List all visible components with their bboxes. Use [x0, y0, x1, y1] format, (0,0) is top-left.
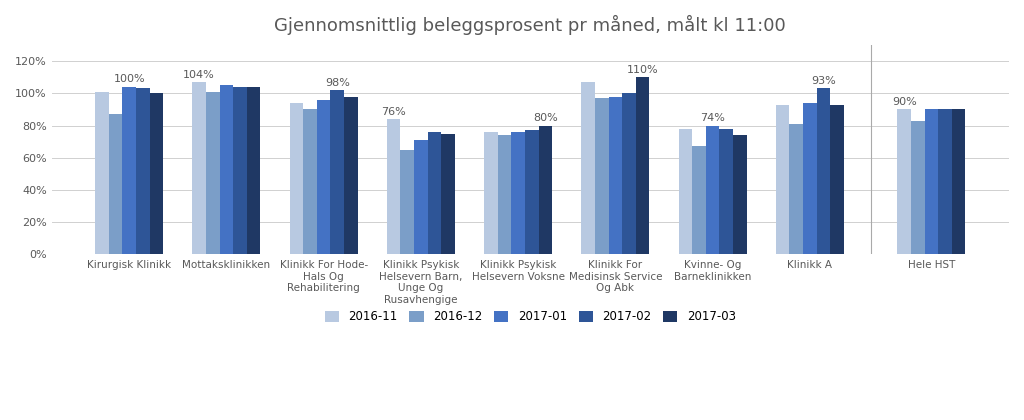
- Bar: [595, 98, 608, 255]
- Bar: [95, 92, 109, 255]
- Bar: [582, 82, 595, 255]
- Text: 110%: 110%: [627, 65, 658, 75]
- Bar: [897, 110, 911, 255]
- Bar: [193, 82, 206, 255]
- Bar: [150, 93, 163, 255]
- Bar: [803, 103, 817, 255]
- Bar: [484, 132, 498, 255]
- Bar: [344, 97, 357, 255]
- Bar: [316, 100, 331, 255]
- Bar: [400, 150, 414, 255]
- Text: 98%: 98%: [325, 78, 350, 88]
- Text: 74%: 74%: [700, 113, 725, 123]
- Legend: 2016-11, 2016-12, 2017-01, 2017-02, 2017-03: 2016-11, 2016-12, 2017-01, 2017-02, 2017…: [321, 306, 740, 328]
- Title: Gjennomsnittlig beleggsprosent pr måned, målt kl 11:00: Gjennomsnittlig beleggsprosent pr måned,…: [274, 15, 786, 35]
- Text: 100%: 100%: [114, 74, 145, 84]
- Bar: [952, 110, 966, 255]
- Bar: [247, 87, 260, 255]
- Bar: [706, 126, 720, 255]
- Bar: [790, 124, 803, 255]
- Bar: [608, 97, 623, 255]
- Bar: [938, 110, 952, 255]
- Bar: [331, 90, 344, 255]
- Bar: [233, 87, 247, 255]
- Bar: [136, 89, 150, 255]
- Bar: [511, 132, 525, 255]
- Bar: [525, 130, 539, 255]
- Bar: [303, 110, 316, 255]
- Bar: [498, 135, 511, 255]
- Bar: [623, 93, 636, 255]
- Bar: [911, 121, 925, 255]
- Bar: [817, 89, 830, 255]
- Bar: [206, 92, 219, 255]
- Bar: [414, 140, 428, 255]
- Bar: [290, 103, 303, 255]
- Bar: [830, 105, 844, 255]
- Text: 76%: 76%: [381, 107, 407, 117]
- Bar: [122, 87, 136, 255]
- Bar: [692, 147, 706, 255]
- Bar: [428, 132, 441, 255]
- Text: 90%: 90%: [892, 97, 916, 107]
- Bar: [636, 77, 649, 255]
- Bar: [720, 129, 733, 255]
- Bar: [679, 129, 692, 255]
- Text: 80%: 80%: [534, 113, 558, 123]
- Bar: [733, 135, 746, 255]
- Bar: [925, 110, 938, 255]
- Bar: [539, 126, 552, 255]
- Bar: [776, 105, 790, 255]
- Bar: [109, 114, 122, 255]
- Text: 104%: 104%: [183, 70, 215, 80]
- Bar: [387, 119, 400, 255]
- Text: 93%: 93%: [811, 76, 836, 86]
- Bar: [219, 85, 233, 255]
- Bar: [441, 134, 455, 255]
